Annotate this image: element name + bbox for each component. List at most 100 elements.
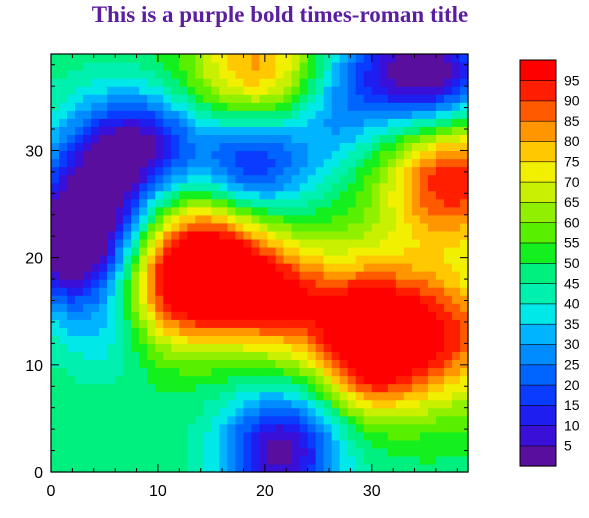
contour-cell xyxy=(51,431,60,441)
contour-cell xyxy=(251,182,261,192)
contour-cell xyxy=(299,295,309,304)
contour-cell xyxy=(395,463,405,473)
contour-cell xyxy=(371,54,381,63)
contour-cell xyxy=(51,158,60,168)
contour-cell xyxy=(131,86,140,95)
contour-cell xyxy=(179,238,188,248)
contour-cell xyxy=(59,70,68,79)
contour-cell xyxy=(235,230,245,240)
contour-cell xyxy=(371,182,381,192)
contour-cell xyxy=(403,279,413,288)
contour-cell xyxy=(251,303,261,312)
contour-cell xyxy=(355,222,365,232)
contour-cell xyxy=(363,295,373,304)
contour-cell xyxy=(227,455,237,465)
contour-cell xyxy=(187,110,196,119)
contour-cell xyxy=(275,263,285,272)
contour-cell xyxy=(323,230,333,240)
contour-cell xyxy=(275,415,285,425)
contour-cell xyxy=(163,399,172,409)
contour-cell xyxy=(251,415,261,425)
contour-cell xyxy=(147,134,156,144)
contour-cell xyxy=(363,198,373,208)
contour-cell xyxy=(339,166,349,176)
contour-cell xyxy=(371,238,381,248)
contour-cell xyxy=(283,206,293,216)
contour-cell xyxy=(299,198,309,208)
contour-cell xyxy=(155,263,164,272)
contour-cell xyxy=(435,351,445,361)
contour-cell xyxy=(243,271,253,280)
contour-cell xyxy=(395,134,405,144)
contour-cell xyxy=(163,423,172,433)
contour-cell xyxy=(283,455,293,465)
contour-cell xyxy=(323,375,333,385)
contour-cell xyxy=(451,118,461,127)
contour-cell xyxy=(99,407,108,417)
contour-cell xyxy=(59,295,68,304)
contour-cell xyxy=(307,110,317,119)
contour-cell xyxy=(387,415,397,425)
contour-cell xyxy=(131,190,140,200)
contour-cell xyxy=(283,327,293,336)
contour-cell xyxy=(187,142,196,152)
contour-cell xyxy=(155,206,164,216)
contour-cell xyxy=(379,150,389,160)
contour-cell xyxy=(451,238,461,248)
contour-cell xyxy=(107,463,116,473)
contour-cell xyxy=(219,327,229,336)
contour-cell xyxy=(211,118,220,127)
contour-cell xyxy=(203,383,212,393)
contour-cell xyxy=(259,447,269,457)
contour-cell xyxy=(411,423,421,433)
contour-cell xyxy=(395,423,405,433)
contour-cell xyxy=(139,78,148,87)
contour-cell xyxy=(163,94,172,103)
contour-cell xyxy=(99,447,108,457)
contour-cell xyxy=(419,78,429,87)
contour-cell xyxy=(315,78,325,87)
contour-cell xyxy=(147,158,156,168)
contour-cell xyxy=(171,110,180,119)
contour-cell xyxy=(355,238,365,248)
contour-cell xyxy=(83,254,92,264)
contour-cell xyxy=(155,407,164,417)
contour-cell xyxy=(411,142,421,152)
contour-cell xyxy=(355,399,365,409)
contour-cell xyxy=(459,279,469,288)
contour-cell xyxy=(267,271,277,280)
contour-cell xyxy=(123,238,132,248)
contour-cell xyxy=(67,295,76,304)
contour-cell xyxy=(107,359,116,369)
contour-cell xyxy=(227,86,237,95)
contour-cell xyxy=(363,230,373,240)
contour-cell xyxy=(91,134,100,144)
contour-cell xyxy=(347,423,357,433)
contour-cell xyxy=(283,375,293,385)
contour-cell xyxy=(91,271,100,280)
contour-cell xyxy=(59,327,68,336)
contour-cell xyxy=(179,94,188,103)
contour-cell xyxy=(99,439,108,449)
contour-cell xyxy=(451,158,461,168)
contour-cell xyxy=(107,311,116,320)
contour-cell xyxy=(75,94,84,103)
contour-cell xyxy=(459,254,469,264)
contour-cell xyxy=(323,86,333,95)
contour-cell xyxy=(403,287,413,296)
contour-cell xyxy=(59,174,68,184)
contour-cell xyxy=(131,142,140,152)
contour-cell xyxy=(59,198,68,208)
contour-cell xyxy=(459,319,469,328)
contour-cell xyxy=(211,254,220,264)
contour-cell xyxy=(331,311,341,320)
contour-cell xyxy=(67,182,76,192)
contour-cell xyxy=(323,142,333,152)
contour-cell xyxy=(387,134,397,144)
contour-cell xyxy=(171,399,180,409)
contour-cell xyxy=(259,311,269,320)
contour-cell xyxy=(187,295,196,304)
contour-cell xyxy=(419,246,429,256)
contour-cell xyxy=(155,375,164,385)
contour-cell xyxy=(275,311,285,320)
